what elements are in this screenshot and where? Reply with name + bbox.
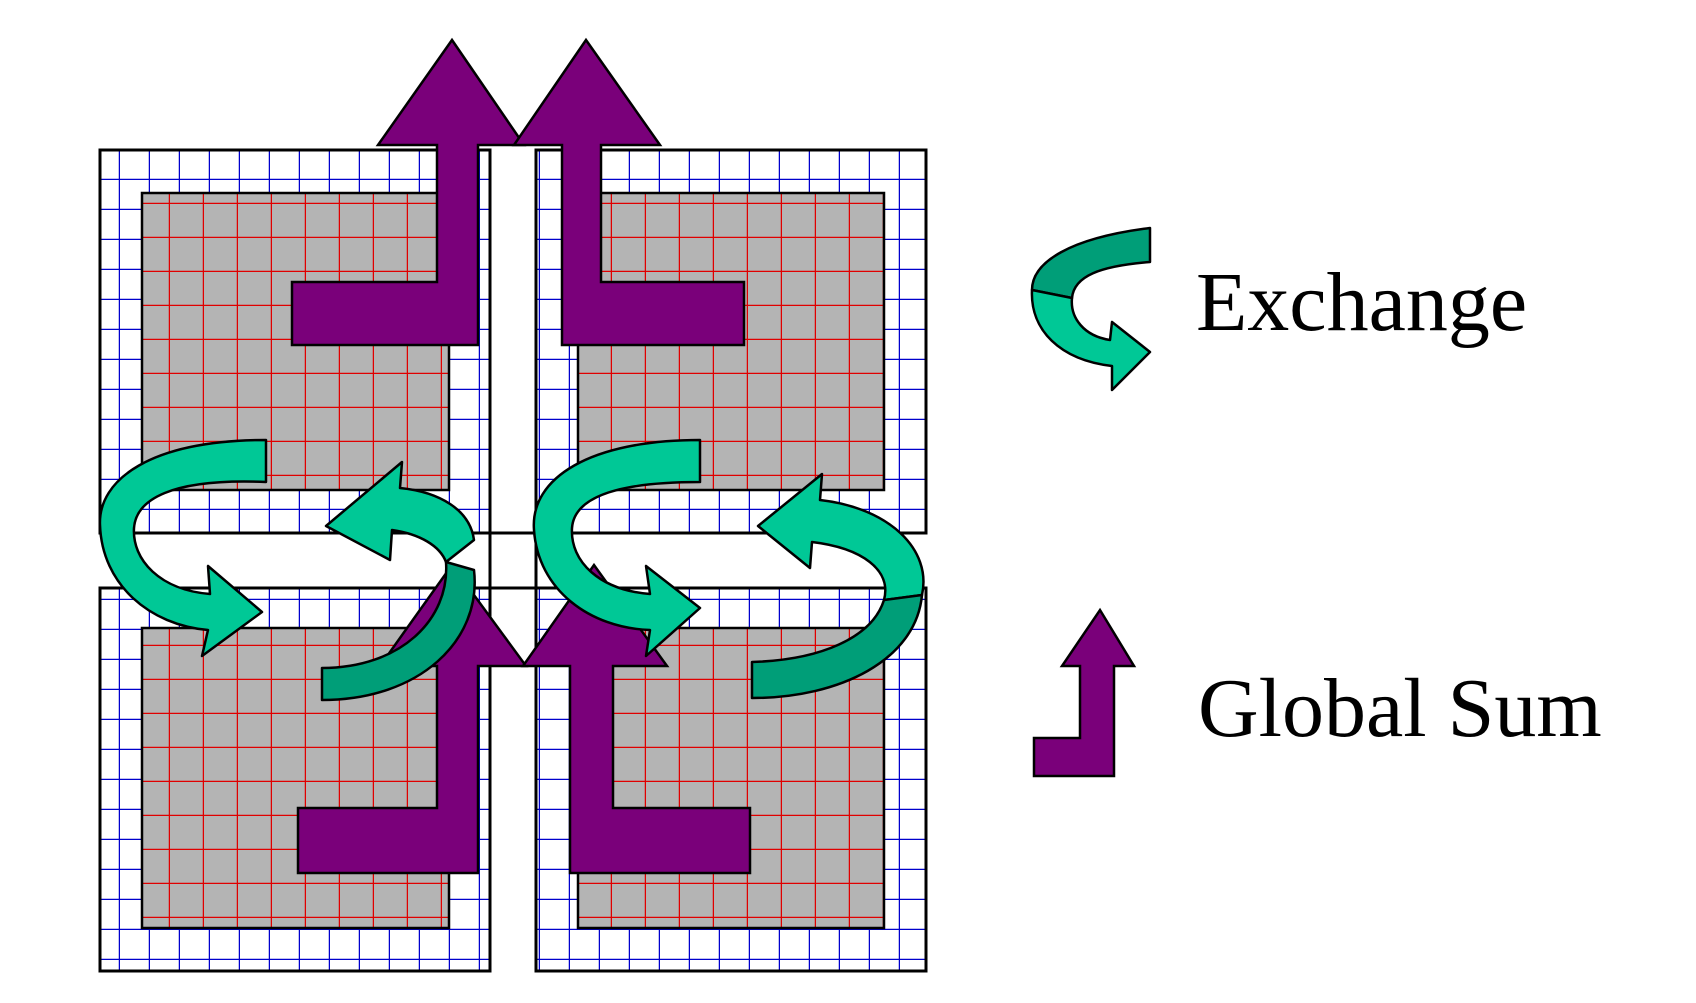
exchange-arrow-center-left bbox=[324, 460, 476, 564]
curved-arrow-icon bbox=[1030, 226, 1152, 392]
global-sum-arrow-top-right bbox=[511, 37, 746, 347]
global-sum-arrow-bottom-left bbox=[296, 562, 529, 875]
global-sum-arrow-top-left bbox=[290, 37, 527, 347]
exchange-arrow-right bbox=[756, 472, 925, 602]
l-shaped-arrow-icon bbox=[1032, 607, 1137, 778]
exchange-arrows bbox=[98, 438, 925, 702]
global-sum-arrows bbox=[290, 37, 752, 875]
exchange-arrow-center-left-tail bbox=[320, 560, 476, 702]
legend-global-sum-label: Global Sum bbox=[1198, 662, 1602, 755]
legend-exchange-label: Exchange bbox=[1196, 256, 1527, 349]
exchange-arrow-center bbox=[532, 438, 702, 658]
subdomain-bottom-left bbox=[98, 586, 492, 973]
legend: Exchange Global Sum bbox=[1030, 226, 1602, 778]
exchange-arrow-right-tail bbox=[750, 593, 924, 700]
exchange-arrow-left bbox=[98, 438, 268, 658]
